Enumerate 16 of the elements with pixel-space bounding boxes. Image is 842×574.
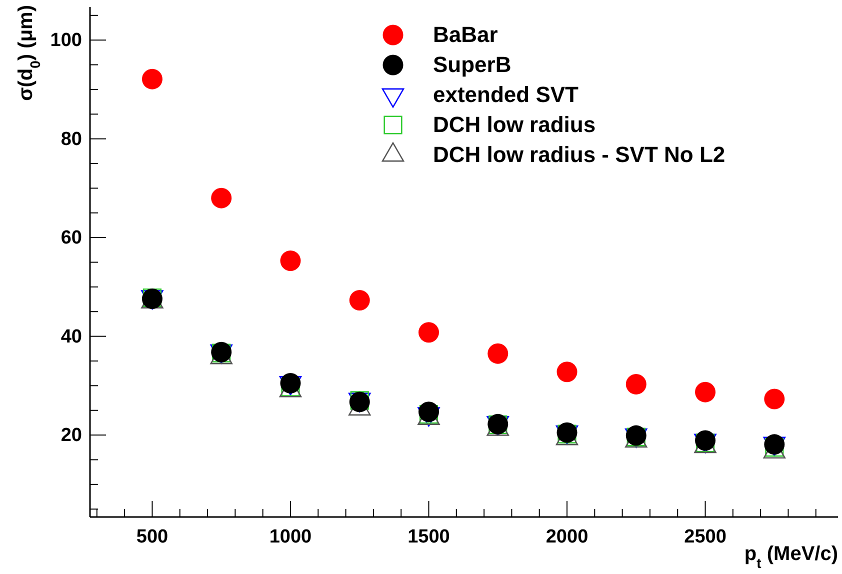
legend-label: DCH low radius: [433, 112, 596, 137]
legend-label: extended SVT: [433, 82, 580, 107]
legend-label: DCH low radius - SVT No L2: [433, 142, 726, 167]
x-tick-label: 1000: [269, 526, 312, 548]
x-tick-label: 2000: [546, 526, 588, 548]
y-tick-label: 20: [60, 425, 82, 446]
y-tick-label: 60: [60, 228, 82, 249]
legend-label: BaBar: [433, 22, 498, 47]
x-tick-label: 2500: [684, 526, 726, 548]
legend-label: SuperB: [433, 52, 512, 77]
y-tick-label: 80: [60, 128, 82, 150]
x-tick-label: 1500: [408, 526, 450, 548]
x-axis-title: p$_{t}$ (MeV/c): [744, 543, 838, 571]
y-tick-label: 40: [60, 326, 82, 348]
x-tick-label: 500: [136, 526, 168, 548]
y-tick-label: 100: [50, 30, 82, 52]
